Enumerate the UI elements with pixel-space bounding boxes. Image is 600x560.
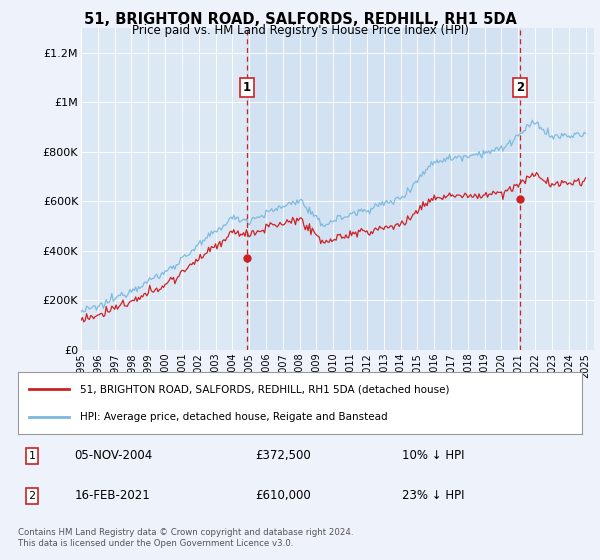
Text: 16-FEB-2021: 16-FEB-2021 — [74, 489, 150, 502]
Text: 05-NOV-2004: 05-NOV-2004 — [74, 449, 152, 463]
Text: 51, BRIGHTON ROAD, SALFORDS, REDHILL, RH1 5DA (detached house): 51, BRIGHTON ROAD, SALFORDS, REDHILL, RH… — [80, 384, 449, 394]
Text: 23% ↓ HPI: 23% ↓ HPI — [401, 489, 464, 502]
Text: 1: 1 — [29, 451, 35, 461]
Bar — [247, 28, 520, 350]
Text: 10% ↓ HPI: 10% ↓ HPI — [401, 449, 464, 463]
Text: Contains HM Land Registry data © Crown copyright and database right 2024.
This d: Contains HM Land Registry data © Crown c… — [18, 528, 353, 548]
Text: 2: 2 — [516, 81, 524, 94]
Text: 1: 1 — [242, 81, 251, 94]
Text: 2: 2 — [29, 491, 35, 501]
Text: 51, BRIGHTON ROAD, SALFORDS, REDHILL, RH1 5DA: 51, BRIGHTON ROAD, SALFORDS, REDHILL, RH… — [83, 12, 517, 27]
Text: HPI: Average price, detached house, Reigate and Banstead: HPI: Average price, detached house, Reig… — [80, 412, 388, 422]
Text: Price paid vs. HM Land Registry's House Price Index (HPI): Price paid vs. HM Land Registry's House … — [131, 24, 469, 37]
Text: £610,000: £610,000 — [255, 489, 311, 502]
Text: £372,500: £372,500 — [255, 449, 311, 463]
